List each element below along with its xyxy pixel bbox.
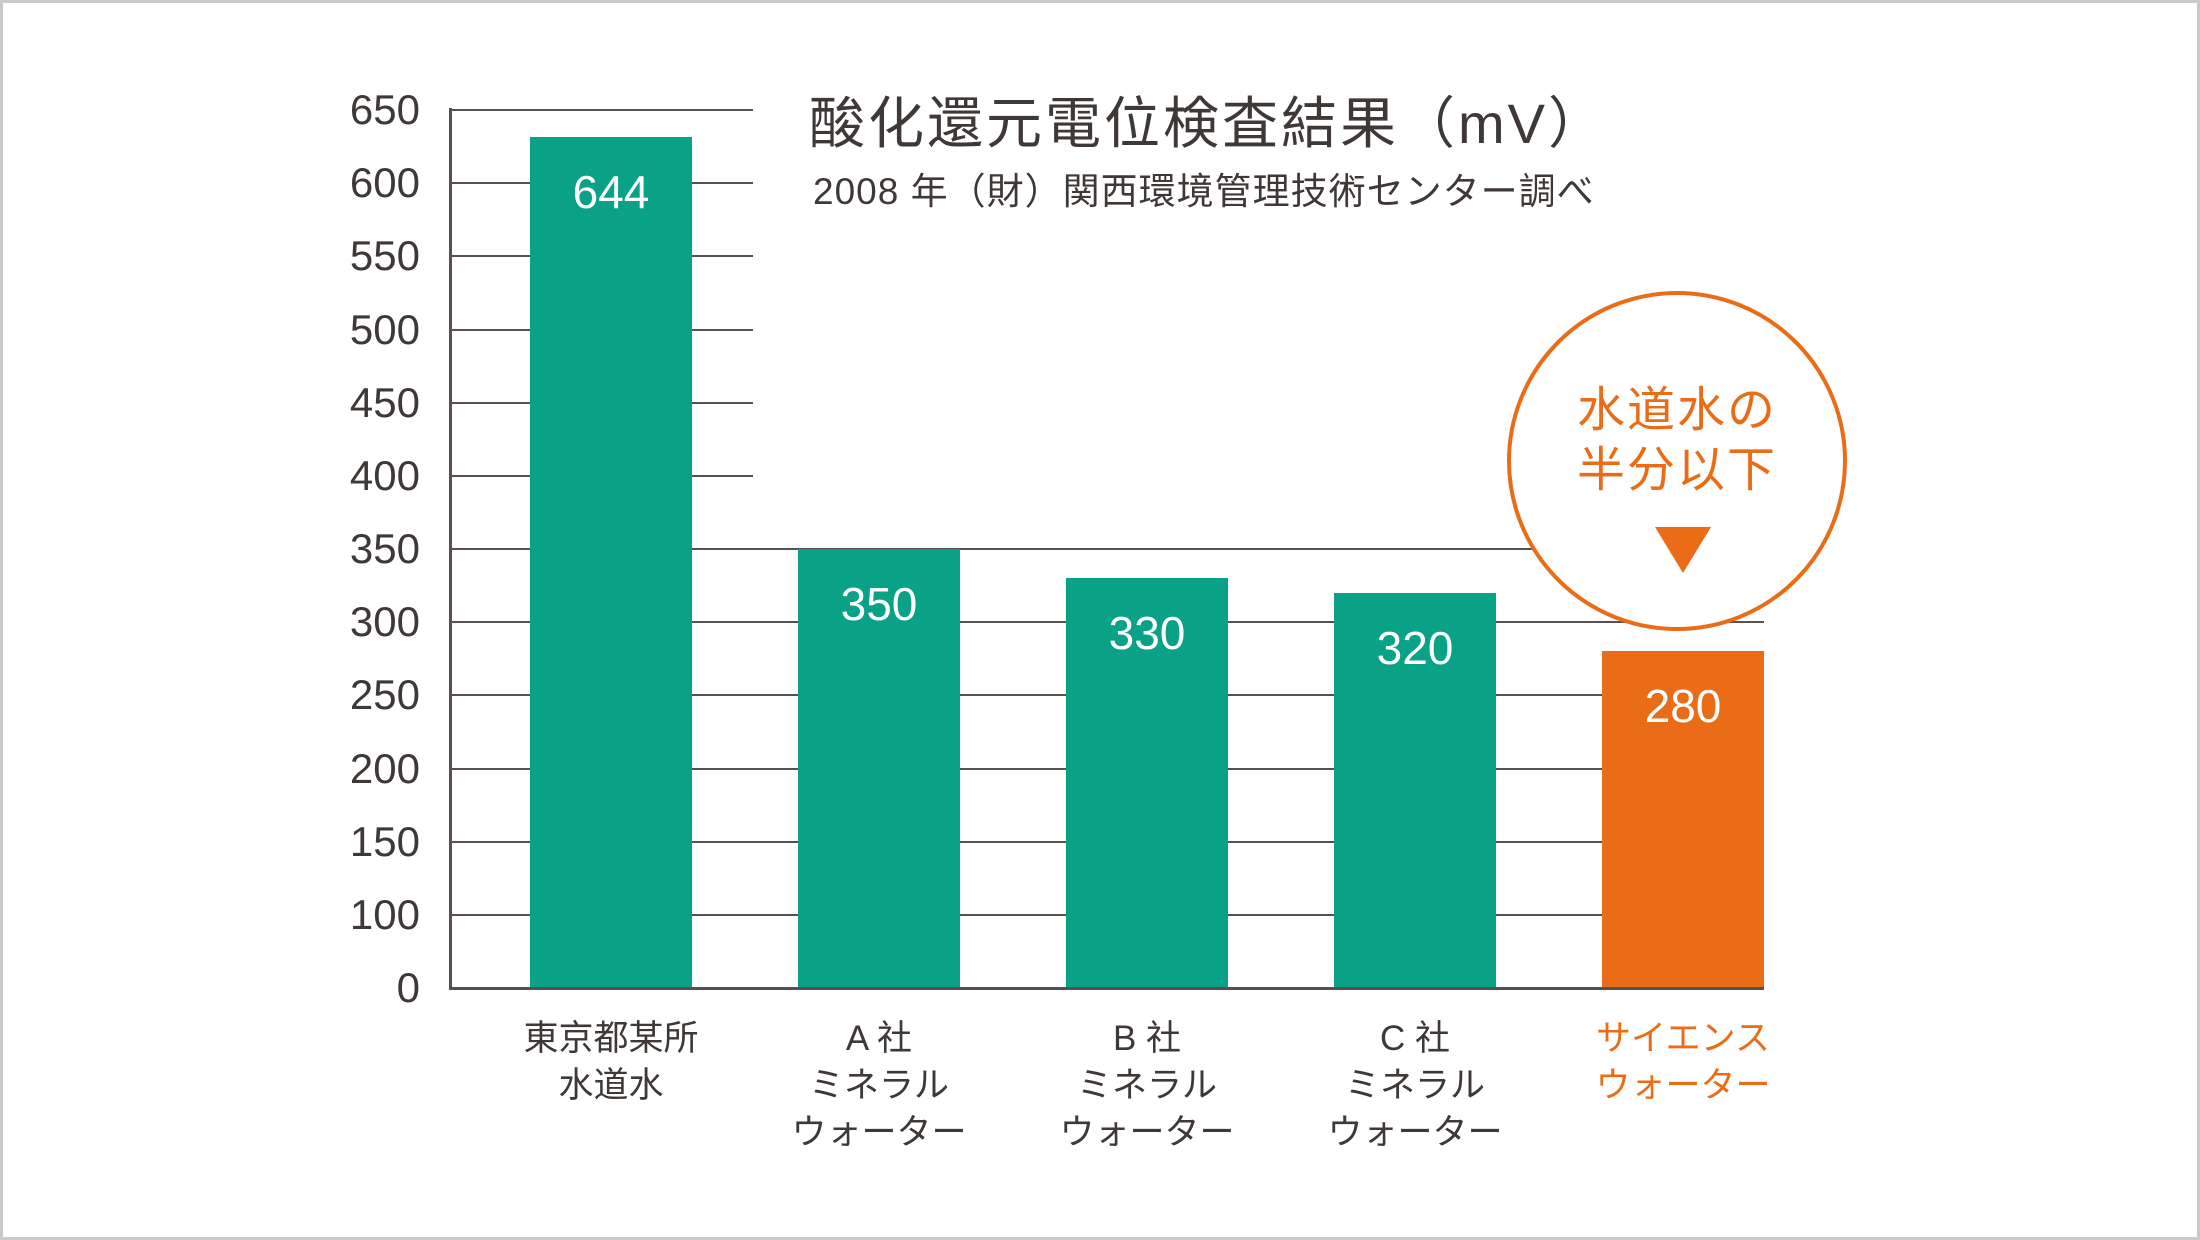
category-label-line: サイエンス [1596,1019,1770,1058]
bar-value-label-5: 280 [1644,680,1722,733]
category-label-2: A 社ミネラルウォーター [709,1015,1049,1156]
y-tick-label-650: 650 [349,86,420,133]
x-axis-baseline [450,987,1764,990]
category-label-line: B 社 [1112,1019,1182,1058]
annotation-text-line: 水道水の [1576,384,1777,437]
bar-value-label-3: 330 [1108,607,1186,660]
bar-3 [1066,578,1228,987]
y-tick-label-350: 350 [349,525,420,572]
category-label-1: 東京都某所 水道水 [441,1015,781,1109]
category-label-line: ミネラル [808,1066,949,1105]
bar-1 [530,136,692,987]
y-tick-label-250: 250 [349,671,420,719]
y-tick-label-450: 450 [349,378,420,426]
y-tick-label-400: 400 [349,451,420,499]
y-tick-label-300: 300 [349,598,420,646]
annotation-text: 水道水の 半分以下 [1507,381,1847,501]
category-label-4: C 社ミネラルウォーター [1245,1015,1585,1156]
y-tick-label-500: 500 [349,305,420,353]
category-label-line: 東京都某所 [523,1019,699,1058]
category-label-line: A 社 [845,1019,913,1058]
category-label-line: ウォーター [791,1113,967,1152]
chart-subtitle: 2008 年（財）関西環境管理技術センター調べ [813,171,1595,212]
chart-title: 酸化還元電位検査結果（mV） [809,92,1607,155]
y-tick-label-550: 550 [349,232,420,280]
category-label-line: ウォーター [1595,1066,1771,1105]
category-label-5: サイエンスウォーター [1513,1015,1853,1109]
triangle-down-icon [1655,527,1711,573]
category-label-3: B 社ミネラルウォーター [977,1015,1317,1156]
bar-value-label-1: 644 [572,165,650,218]
annotation-text-line: 半分以下 [1576,444,1777,497]
category-label-line: ウォーター [1327,1113,1503,1152]
y-tick-label-200: 200 [349,744,420,792]
category-label-line: 水道水 [558,1066,664,1105]
bar-5 [1602,651,1764,987]
annotation-circle [1507,291,1847,631]
y-tick-label-150: 150 [349,817,420,865]
category-label-line: ウォーター [1059,1113,1235,1152]
bar-2 [798,549,960,987]
y-axis-line [449,108,452,990]
category-label-line: ミネラル [1344,1066,1485,1105]
gridline-350 [450,548,1764,550]
category-label-line: ミネラル [1076,1066,1217,1105]
y-tick-label-100: 100 [349,890,420,938]
bar-value-label-2: 350 [840,578,918,630]
bar-4 [1334,592,1496,987]
y-tick-label-600: 600 [349,159,420,207]
bar-value-label-4: 320 [1376,621,1454,674]
gridline-650 [450,109,753,111]
category-label-line: C 社 [1379,1019,1450,1058]
y-tick-label-0: 0 [396,964,420,1011]
